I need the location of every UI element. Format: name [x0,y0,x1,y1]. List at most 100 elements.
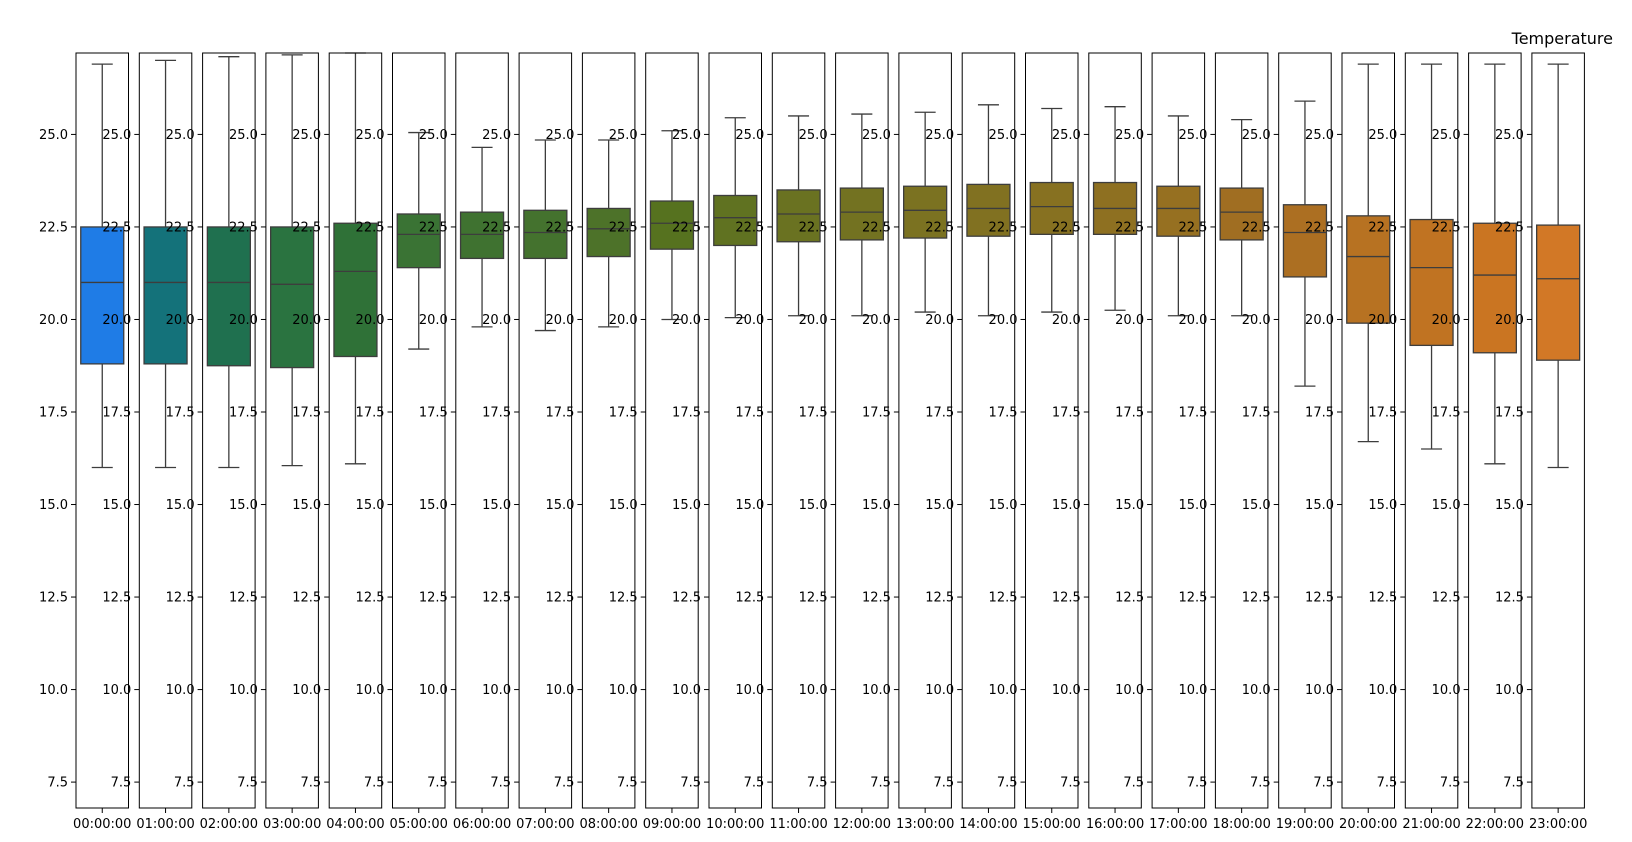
y-tick-label: 7.5 [1060,776,1081,791]
y-tick-label: 17.5 [1432,405,1461,420]
y-tick-label: 12.5 [545,591,574,606]
y-tick-label: 20.0 [1305,313,1334,328]
y-tick-label: 12.5 [39,591,68,606]
y-tick-label: 15.0 [166,498,195,513]
panel-17: 7.5 10.0 12.5 15.0 17.5 20.0 22.5 25.0 17:00:00 [1147,52,1208,832]
y-tick-label: 12.5 [482,591,511,606]
y-tick-label: 15.0 [1495,498,1524,513]
y-tick-label: 15.0 [39,498,68,513]
panel-8: 7.5 10.0 12.5 15.0 17.5 20.0 22.5 25.0 08:00:00 [577,52,638,832]
y-tick-label: 20.0 [609,313,638,328]
x-tick-label: 09:00:00 [643,817,701,832]
y-tick-label: 22.5 [1368,220,1397,235]
y-tick-label: 20.0 [166,313,195,328]
y-tick-label: 20.0 [799,313,828,328]
y-tick-label: 17.5 [102,405,131,420]
box [649,200,695,250]
y-tick-label: 20.0 [1242,313,1271,328]
panel-3: 7.5 10.0 12.5 15.0 17.5 20.0 22.5 25.0 03:00:00 [260,52,321,832]
y-tick-label: 10.0 [1305,683,1334,698]
x-tick-label: 23:00:00 [1529,817,1587,832]
panel-14: 7.5 10.0 12.5 15.0 17.5 20.0 22.5 25.0 14:00:00 [957,52,1018,832]
y-tick-label: 25.0 [925,128,954,143]
y-tick-label: 25.0 [1178,128,1207,143]
y-tick-label: 12.5 [1115,591,1144,606]
x-tick-label: 04:00:00 [326,817,384,832]
y-tick-label: 10.0 [799,683,828,698]
y-tick-label: 22.5 [229,220,258,235]
y-tick-label: 7.5 [237,776,258,791]
y-tick-label: 17.5 [166,405,195,420]
y-tick-label: 22.5 [419,220,448,235]
y-tick-label: 7.5 [807,776,828,791]
panel-13: 7.5 10.0 12.5 15.0 17.5 20.0 22.5 25.0 13:00:00 [893,52,954,832]
y-tick-label: 10.0 [292,683,321,698]
y-tick-label: 15.0 [1052,498,1081,513]
y-tick-label: 12.5 [1495,591,1524,606]
y-tick-label: 12.5 [609,591,638,606]
y-tick-label: 20.0 [1495,313,1524,328]
y-tick-label: 22.5 [989,220,1018,235]
y-tick-label: 17.5 [925,405,954,420]
y-tick-label: 12.5 [229,591,258,606]
y-tick-label: 10.0 [1115,683,1144,698]
y-tick-label: 7.5 [47,776,68,791]
chart-title: Temperature [1511,29,1613,48]
y-tick-label: 10.0 [419,683,448,698]
y-tick-label: 22.5 [1495,220,1524,235]
y-tick-label: 17.5 [735,405,764,420]
y-tick-label: 22.5 [735,220,764,235]
panel-22: 7.5 10.0 12.5 15.0 17.5 20.0 22.5 25.0 22:00:00 [1463,52,1524,832]
x-tick-label: 16:00:00 [1086,817,1144,832]
y-tick-label: 22.5 [545,220,574,235]
y-tick-label: 25.0 [102,128,131,143]
panel-9: 7.5 10.0 12.5 15.0 17.5 20.0 22.5 25.0 09:00:00 [640,52,701,832]
x-tick-label: 12:00:00 [833,817,891,832]
x-tick-label: 06:00:00 [453,817,511,832]
y-tick-label: 22.5 [356,220,385,235]
y-tick-label: 20.0 [925,313,954,328]
y-tick-label: 25.0 [1052,128,1081,143]
box [459,211,505,260]
y-tick-label: 10.0 [862,683,891,698]
y-tick-label: 7.5 [870,776,891,791]
y-tick-label: 15.0 [799,498,828,513]
y-tick-label: 7.5 [111,776,132,791]
y-tick-label: 10.0 [1178,683,1207,698]
y-tick-label: 10.0 [39,683,68,698]
panel-0: 7.5 7.5 10.0 10.0 12.5 12.5 15.0 15.0 17.5 17.5 20… [39,52,132,832]
y-tick-label: 15.0 [229,498,258,513]
y-tick-label: 22.5 [482,220,511,235]
box [713,194,758,247]
y-tick-label: 10.0 [989,683,1018,698]
y-tick-label: 12.5 [735,591,764,606]
y-tick-label: 17.5 [1305,405,1334,420]
box [1029,181,1074,235]
y-tick-label: 12.5 [1305,591,1334,606]
y-tick-label: 15.0 [482,498,511,513]
y-tick-label: 25.0 [1305,128,1334,143]
y-tick-label: 17.5 [1495,405,1524,420]
box [903,185,948,239]
y-tick-label: 12.5 [989,591,1018,606]
panel-1: 7.5 10.0 12.5 15.0 17.5 20.0 22.5 25.0 01:00:00 [134,52,195,832]
y-tick-label: 12.5 [166,591,195,606]
y-tick-label: 10.0 [482,683,511,698]
panel-21: 7.5 10.0 12.5 15.0 17.5 20.0 22.5 25.0 21:00:00 [1400,52,1461,832]
x-tick-label: 02:00:00 [200,817,258,832]
panel-10: 7.5 10.0 12.5 15.0 17.5 20.0 22.5 25.0 10:00:00 [704,52,765,832]
y-tick-label: 22.5 [1178,220,1207,235]
y-tick-label: 15.0 [1305,498,1334,513]
y-tick-label: 25.0 [166,128,195,143]
y-tick-label: 7.5 [1123,776,1144,791]
y-tick-label: 25.0 [356,128,385,143]
box [1536,224,1581,361]
y-tick-label: 7.5 [744,776,765,791]
y-tick-label: 17.5 [292,405,321,420]
y-tick-label: 12.5 [1368,591,1397,606]
y-tick-label: 25.0 [609,128,638,143]
y-tick-label: 12.5 [1178,591,1207,606]
y-tick-label: 10.0 [1368,683,1397,698]
panel-23: 23:00:00 [1526,52,1587,832]
y-tick-label: 7.5 [174,776,195,791]
